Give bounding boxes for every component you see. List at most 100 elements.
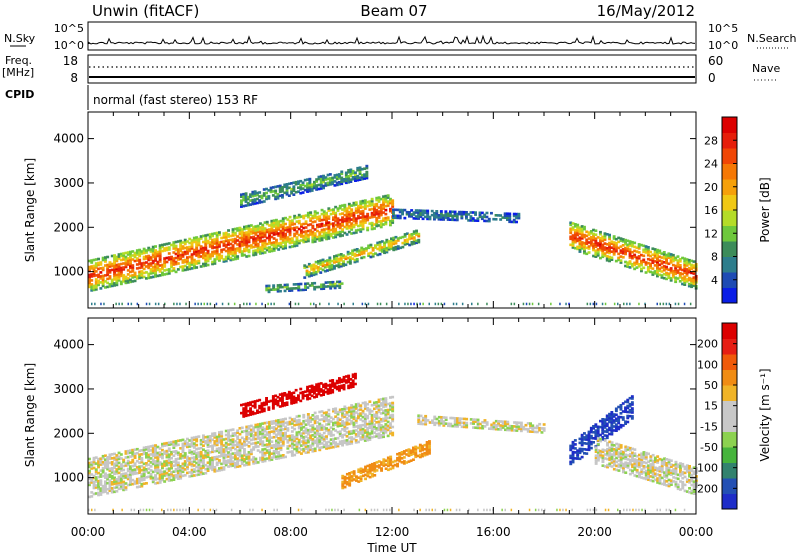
heatmap-cell: [601, 237, 605, 241]
heatmap-cell: [653, 272, 657, 275]
heatmap-cell: [188, 247, 192, 251]
heatmap-cell: [253, 406, 257, 409]
heatmap-cell: [172, 442, 176, 446]
heatmap-cell: [181, 462, 185, 466]
heatmap-cell: [195, 465, 199, 469]
heatmap-cell: [325, 211, 328, 215]
heatmap-cell: [692, 282, 696, 285]
heatmap-cell: [343, 481, 347, 485]
heatmap-cell: [678, 274, 682, 277]
heatmap-cell: [290, 245, 294, 248]
power-heatmap-cells: [88, 164, 698, 306]
heatmap-cell: [129, 455, 132, 458]
heatmap-cell: [202, 264, 205, 268]
heatmap-cell: [290, 392, 294, 395]
heatmap-cell: [263, 241, 267, 244]
heatmap-cell: [382, 217, 385, 220]
heatmap-cell: [608, 233, 611, 237]
heatmap-cell: [242, 192, 246, 196]
heatmap-cell: [329, 222, 333, 226]
heatmap-cell: [115, 468, 119, 471]
heatmap-cell: [110, 467, 114, 470]
heatmap-cell: [108, 467, 112, 471]
heatmap-cell: [325, 231, 328, 235]
heatmap-cell: [218, 467, 221, 470]
heatmap-cell: [275, 220, 278, 224]
heatmap-cell: [88, 457, 91, 461]
heatmap-cell: [161, 462, 164, 466]
heatmap-cell: [318, 219, 322, 222]
heatmap-cell: [297, 432, 301, 436]
heatmap-cell: [624, 260, 627, 264]
heatmap-cell: [363, 401, 367, 404]
heatmap-cell: [341, 433, 344, 437]
heatmap-cell: [380, 469, 383, 472]
heatmap-cell: [293, 226, 297, 230]
heatmap-cell: [199, 452, 203, 456]
heatmap-cell: [338, 389, 341, 392]
heatmap-cell: [354, 201, 358, 204]
heatmap-cell: [181, 259, 185, 262]
heatmap-cell: [174, 469, 178, 473]
heatmap-cell: [252, 229, 256, 233]
heatmap-cell: [306, 186, 309, 189]
heatmap-cell: [329, 232, 333, 236]
heatmap-cell: [231, 252, 235, 255]
heatmap-cell: [204, 451, 208, 455]
heatmap-cell: [236, 227, 240, 230]
heatmap-cell: [363, 173, 366, 176]
heatmap-cell: [211, 232, 214, 236]
heatmap-cell: [360, 248, 364, 252]
heatmap-cell: [290, 237, 294, 240]
heatmap-cell: [313, 186, 316, 190]
heatmap-cell: [317, 187, 321, 191]
heatmap-cell: [392, 212, 395, 215]
heatmap-cell: [592, 238, 595, 242]
heatmap-cell: [357, 204, 360, 208]
heatmap-cell: [131, 268, 135, 271]
heatmap-cell: [170, 269, 173, 273]
heatmap-cell: [247, 240, 251, 244]
heatmap-cell: [179, 239, 183, 243]
heatmap-cell: [335, 387, 339, 391]
heatmap-cell: [161, 464, 164, 468]
heatmap-cell: [313, 387, 316, 391]
heatmap-cell: [346, 260, 350, 264]
heatmap-cell: [324, 285, 328, 288]
heatmap-cell: [256, 433, 260, 436]
heatmap-cell: [333, 284, 337, 288]
heatmap-cell: [242, 196, 246, 200]
heatmap-cell: [290, 394, 294, 397]
heatmap-cell: [350, 208, 354, 211]
heatmap-cell: [104, 474, 107, 477]
heatmap-cell: [268, 230, 271, 233]
heatmap-cell: [249, 195, 252, 198]
heatmap-cell: [172, 474, 176, 477]
heatmap-cell: [179, 255, 183, 259]
heatmap-cell: [113, 486, 116, 490]
heatmap-cell: [265, 427, 269, 430]
heatmap-cell: [251, 200, 255, 204]
heatmap-cell: [275, 419, 278, 423]
heatmap-cell: [614, 241, 618, 245]
heatmap-cell: [275, 228, 278, 232]
heatmap-cell: [361, 199, 365, 203]
heatmap-cell: [316, 445, 319, 448]
heatmap-cell: [259, 246, 262, 249]
heatmap-cell: [179, 243, 183, 247]
heatmap-cell: [417, 240, 421, 244]
heatmap-cell: [101, 282, 105, 286]
heatmap-cell: [313, 232, 317, 235]
heatmap-cell: [358, 166, 362, 169]
heatmap-cell: [324, 178, 328, 181]
heatmap-cell: [583, 245, 586, 249]
heatmap-cell: [350, 422, 354, 425]
heatmap-cell: [349, 172, 353, 176]
heatmap-cell: [288, 434, 292, 438]
heatmap-cell: [361, 215, 365, 219]
heatmap-cell: [117, 255, 121, 258]
heatmap-cell: [391, 403, 395, 407]
heatmap-cell: [154, 450, 157, 453]
heatmap-cell: [268, 240, 271, 243]
heatmap-cell: [690, 277, 694, 281]
